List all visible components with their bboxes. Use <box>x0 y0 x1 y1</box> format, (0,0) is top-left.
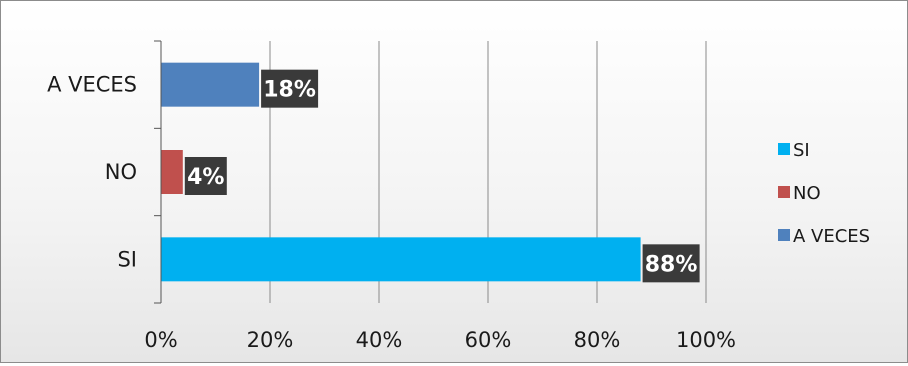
x-tick-label: 20% <box>247 328 294 352</box>
legend-label: A VECES <box>793 226 870 247</box>
x-tick-labels: 0% 20% 40% 60% 80% 100% <box>144 328 736 352</box>
bars <box>161 62 641 282</box>
bar-si <box>161 237 641 282</box>
legend: SI NO A VECES <box>778 140 870 247</box>
data-label: 88% <box>645 252 698 277</box>
bar-no <box>161 150 183 194</box>
x-tick-label: 40% <box>356 328 403 352</box>
bar-a-veces <box>161 62 260 107</box>
legend-swatch <box>778 186 790 198</box>
data-label: 4% <box>187 165 224 190</box>
axes <box>154 40 162 304</box>
x-tick-label: 0% <box>144 328 177 352</box>
legend-label: NO <box>793 183 821 204</box>
category-label: SI <box>117 247 137 271</box>
legend-swatch <box>778 229 790 241</box>
legend-label: SI <box>793 140 810 161</box>
data-label-box <box>642 244 700 283</box>
data-label: 18% <box>263 78 316 103</box>
data-labels: 88% 4% 18% <box>184 69 700 283</box>
data-label-box <box>184 157 227 195</box>
category-labels: SI NO A VECES <box>47 73 137 272</box>
x-tick-label: 100% <box>676 328 736 352</box>
category-label: NO <box>105 160 137 184</box>
legend-swatch <box>778 143 790 155</box>
category-label: A VECES <box>47 73 137 97</box>
data-label-box <box>261 69 319 108</box>
x-tick-label: 80% <box>574 328 621 352</box>
x-tick-label: 60% <box>465 328 512 352</box>
